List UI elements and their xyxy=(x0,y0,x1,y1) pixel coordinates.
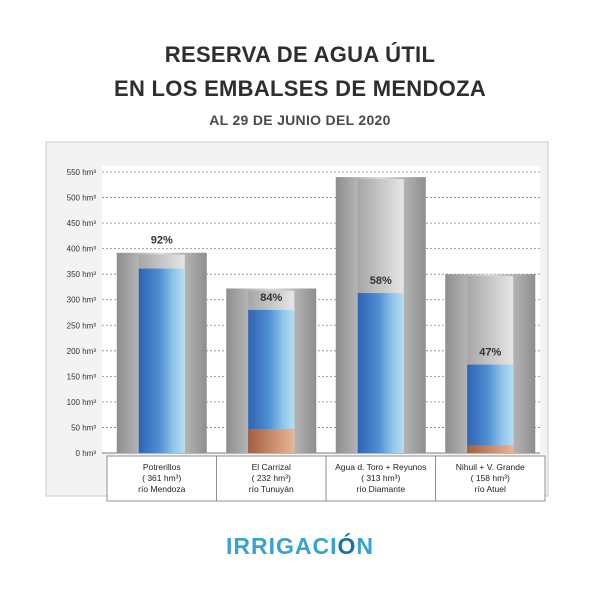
y-tick-label: 550 hm³ xyxy=(67,168,97,177)
reservoir-bar: 47% xyxy=(445,274,536,453)
water-level xyxy=(138,268,185,453)
category-label: ( 313 hm³) xyxy=(361,473,400,483)
category-label-table: Potrerillos( 361 hm³)río Mendoza El Carri… xyxy=(106,455,546,502)
category-label: río Tunuyán xyxy=(249,484,294,494)
reservoir-bar: 84% xyxy=(226,288,317,453)
logo-text-suffix: N xyxy=(356,533,374,559)
category-label: río Atuel xyxy=(475,484,506,494)
y-tick-label: 300 hm³ xyxy=(67,296,97,305)
category-label: Nihuil + V. Grande xyxy=(456,462,525,472)
y-axis: 0 hm³ 50 hm³ 100 hm³ 150 hm³ 200 hm³ 250 hm³ 3… xyxy=(67,168,97,458)
category-label: ( 232 hm³) xyxy=(252,473,291,483)
chart-title-line2: EN LOS EMBALSES DE MENDOZA xyxy=(113,76,487,101)
y-tick-label: 200 hm³ xyxy=(67,347,97,356)
y-tick-label: 450 hm³ xyxy=(67,219,97,228)
chart-subtitle: AL 29 DE JUNIO DEL 2020 xyxy=(209,112,391,128)
category-label: río Diamante xyxy=(356,484,405,494)
y-tick-label: 400 hm³ xyxy=(67,245,97,254)
sediment-level xyxy=(467,445,514,453)
y-tick-label: 100 hm³ xyxy=(67,398,97,407)
logo-wave-letter: Ó xyxy=(337,533,357,559)
y-tick-label: 150 hm³ xyxy=(67,372,97,381)
bars: 92% 84% 58% 47% xyxy=(116,177,536,454)
y-tick-label: 250 hm³ xyxy=(67,321,97,330)
category-label: El Carrizal xyxy=(252,462,291,472)
y-tick-label: 50 hm³ xyxy=(71,423,96,432)
percent-label: 92% xyxy=(151,235,173,247)
category-label: río Mendoza xyxy=(138,484,186,494)
water-level xyxy=(357,293,404,453)
y-tick-label: 0 hm³ xyxy=(76,449,97,458)
water-level xyxy=(467,364,514,453)
category-label: ( 158 hm³) xyxy=(471,473,510,483)
chart-title-line1: RESERVA DE AGUA ÚTIL xyxy=(164,42,436,67)
percent-label: 47% xyxy=(479,347,501,359)
percent-label: 58% xyxy=(370,275,392,287)
y-tick-label: 500 hm³ xyxy=(67,194,97,203)
sediment-level xyxy=(248,428,295,453)
y-tick-label: 350 hm³ xyxy=(67,270,97,279)
category-label: Potrerillos xyxy=(143,462,181,472)
category-label: Agua d. Toro + Reyunos xyxy=(335,462,426,472)
percent-label: 84% xyxy=(260,292,282,304)
category-label: ( 361 hm³) xyxy=(142,473,181,483)
reservoir-bar: 92% xyxy=(116,235,207,453)
logo-text-prefix: IRRIGACI xyxy=(225,533,338,559)
reservoir-bar: 58% xyxy=(335,177,426,454)
irrigacion-logo: IRRIGACIÓN xyxy=(0,533,600,560)
